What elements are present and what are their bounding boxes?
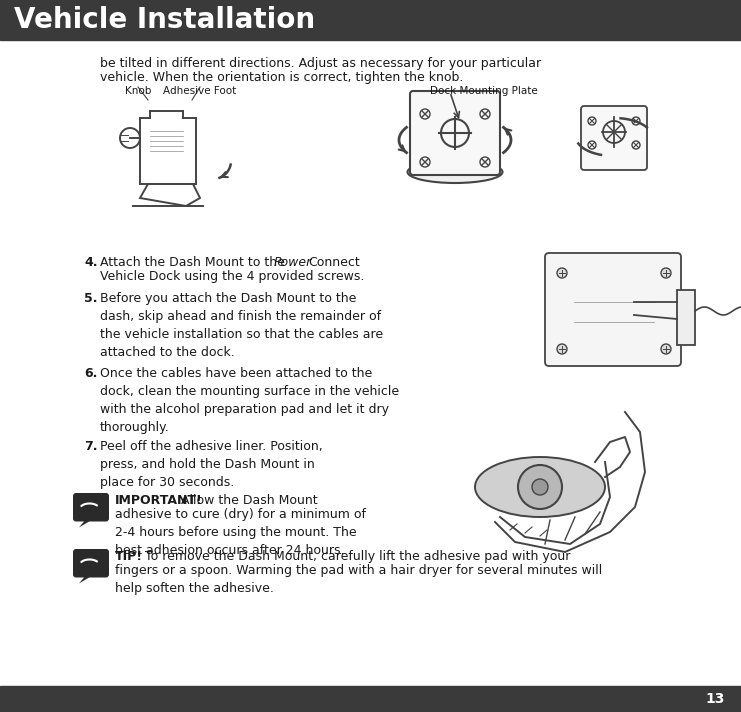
Circle shape (557, 268, 567, 278)
Circle shape (518, 465, 562, 509)
Text: Connect: Connect (308, 256, 359, 269)
Text: Vehicle Installation: Vehicle Installation (14, 6, 315, 34)
Ellipse shape (475, 457, 605, 517)
Text: To remove the Dash Mount, carefully lift the adhesive pad with your: To remove the Dash Mount, carefully lift… (141, 550, 571, 563)
Bar (0, 0, 741, 40)
FancyBboxPatch shape (545, 253, 681, 366)
Text: Peel off the adhesive liner. Position,
press, and hold the Dash Mount in
place f: Peel off the adhesive liner. Position, p… (100, 440, 323, 489)
Text: be tilted in different directions. Adjust as necessary for your particular: be tilted in different directions. Adjus… (100, 57, 541, 70)
FancyBboxPatch shape (73, 493, 109, 521)
Bar (0, 686, 741, 712)
Text: Adhesive Foot: Adhesive Foot (163, 86, 236, 96)
Text: Once the cables have been attached to the
dock, clean the mounting surface in th: Once the cables have been attached to th… (100, 367, 399, 434)
Polygon shape (79, 518, 94, 528)
Text: Attach the Dash Mount to the: Attach the Dash Mount to the (100, 256, 289, 269)
FancyBboxPatch shape (581, 106, 647, 170)
Text: 6.: 6. (84, 367, 97, 380)
Polygon shape (79, 575, 94, 584)
Circle shape (557, 344, 567, 354)
Text: Knob: Knob (124, 86, 151, 96)
Text: adhesive to cure (dry) for a minimum of
2-4 hours before using the mount. The
be: adhesive to cure (dry) for a minimum of … (115, 508, 366, 557)
Text: 13: 13 (705, 692, 725, 706)
Text: TIP!: TIP! (115, 550, 143, 563)
Circle shape (661, 344, 671, 354)
Text: 5.: 5. (84, 292, 98, 305)
Text: vehicle. When the orientation is correct, tighten the knob.: vehicle. When the orientation is correct… (100, 71, 463, 84)
Text: Allow the Dash Mount: Allow the Dash Mount (177, 494, 318, 507)
Circle shape (532, 479, 548, 495)
Ellipse shape (408, 161, 502, 183)
FancyBboxPatch shape (73, 549, 109, 577)
Text: Dock Mounting Plate: Dock Mounting Plate (430, 86, 538, 96)
Circle shape (661, 268, 671, 278)
Text: Power: Power (274, 256, 312, 269)
Text: fingers or a spoon. Warming the pad with a hair dryer for several minutes will
h: fingers or a spoon. Warming the pad with… (115, 564, 602, 595)
Text: 4.: 4. (84, 256, 98, 269)
Text: 7.: 7. (84, 440, 98, 453)
Text: IMPORTANT!: IMPORTANT! (115, 494, 203, 507)
FancyBboxPatch shape (410, 91, 500, 175)
Text: Vehicle Dock using the 4 provided screws.: Vehicle Dock using the 4 provided screws… (100, 270, 365, 283)
Bar (677, 290, 695, 345)
Text: Before you attach the Dash Mount to the
dash, skip ahead and finish the remainde: Before you attach the Dash Mount to the … (100, 292, 383, 359)
